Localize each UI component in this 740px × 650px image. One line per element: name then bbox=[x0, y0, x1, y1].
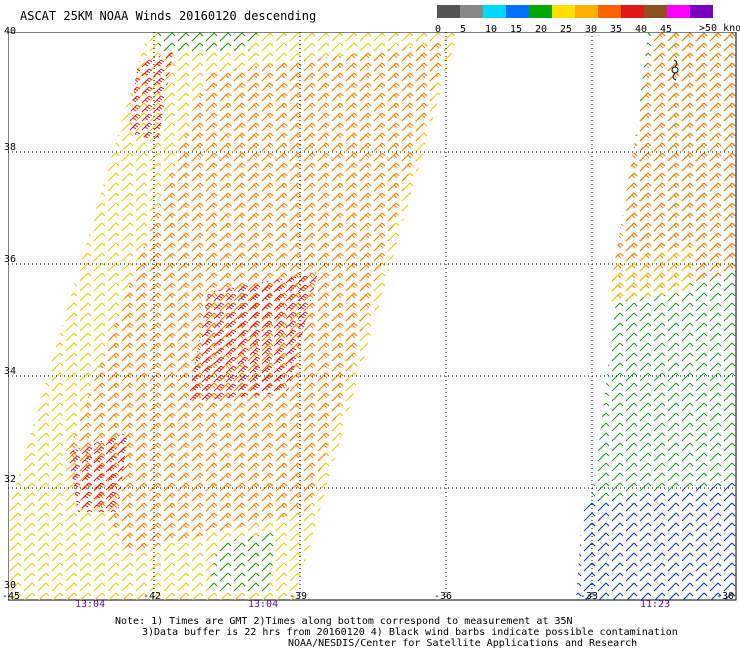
west-swath-red-north bbox=[128, 52, 173, 142]
legend-swatch-11 bbox=[690, 5, 713, 18]
west-swath-red-core bbox=[188, 272, 318, 402]
legend-units-label: >50 knots bbox=[699, 23, 740, 34]
lat-label-34: 34 bbox=[4, 366, 17, 377]
legend-tick-20: 20 bbox=[535, 24, 548, 35]
wind-map bbox=[8, 32, 737, 601]
lat-label-32: 32 bbox=[4, 474, 17, 485]
lon-label-45: -45 bbox=[2, 591, 21, 602]
legend-swatch-9 bbox=[644, 5, 667, 18]
map-title: ASCAT 25KM NOAA Winds 20160120 descendin… bbox=[20, 9, 317, 23]
lat-label-38: 38 bbox=[4, 142, 17, 153]
lat-label-30: 30 bbox=[4, 580, 17, 591]
legend-tick-30: 30 bbox=[585, 24, 598, 35]
legend-swatch-6 bbox=[575, 5, 598, 18]
legend-swatch-7 bbox=[598, 5, 621, 18]
legend-swatch-5 bbox=[552, 5, 575, 18]
legend-swatch-2 bbox=[483, 5, 506, 18]
lon-label-30: -30 bbox=[716, 591, 735, 602]
lat-label-40: 40 bbox=[4, 26, 17, 37]
west-swath-green-south bbox=[208, 532, 278, 592]
east-swath-blue bbox=[576, 482, 736, 600]
legend-tick-5: 5 bbox=[460, 24, 467, 35]
legend-swatch-0 bbox=[437, 5, 460, 18]
east-swath-orange bbox=[608, 32, 736, 302]
lon-label-33: -33 bbox=[580, 591, 599, 602]
note-line-1: Note: 1) Times are GMT 2)Times along bot… bbox=[115, 616, 573, 627]
lon-label-36: -36 bbox=[434, 591, 453, 602]
legend-swatch-4 bbox=[529, 5, 552, 18]
legend-swatch-1 bbox=[460, 5, 483, 18]
legend-swatch-3 bbox=[506, 5, 529, 18]
pass-time-3: 11:23 bbox=[640, 599, 671, 610]
legend-tick-40: 40 bbox=[635, 24, 648, 35]
pass-time-1: 13:04 bbox=[75, 599, 106, 610]
hurricane-symbol-icon bbox=[671, 59, 679, 81]
east-swath-yellow bbox=[608, 242, 698, 302]
graticule bbox=[8, 32, 736, 600]
legend-swatch-8 bbox=[621, 5, 644, 18]
legend-tick-10: 10 bbox=[485, 24, 498, 35]
legend-swatch-10 bbox=[667, 5, 690, 18]
lat-label-36: 36 bbox=[4, 254, 17, 265]
legend-tick-35: 35 bbox=[610, 24, 623, 35]
legend-tick-45: 45 bbox=[660, 24, 673, 35]
legend-tick-0: 0 bbox=[435, 24, 442, 35]
legend-tick-15: 15 bbox=[510, 24, 523, 35]
pass-time-2: 13:04 bbox=[248, 599, 279, 610]
west-swath-green-north bbox=[158, 32, 258, 52]
lon-label-42: -42 bbox=[143, 591, 162, 602]
note-line-2: 3)Data buffer is 22 hrs from 20160120 4)… bbox=[142, 627, 678, 638]
lon-label-39: -39 bbox=[289, 591, 308, 602]
legend-tick-25: 25 bbox=[560, 24, 573, 35]
west-swath-red-south bbox=[68, 432, 128, 512]
note-line-3: NOAA/NESDIS/Center for Satellite Applica… bbox=[288, 638, 638, 649]
